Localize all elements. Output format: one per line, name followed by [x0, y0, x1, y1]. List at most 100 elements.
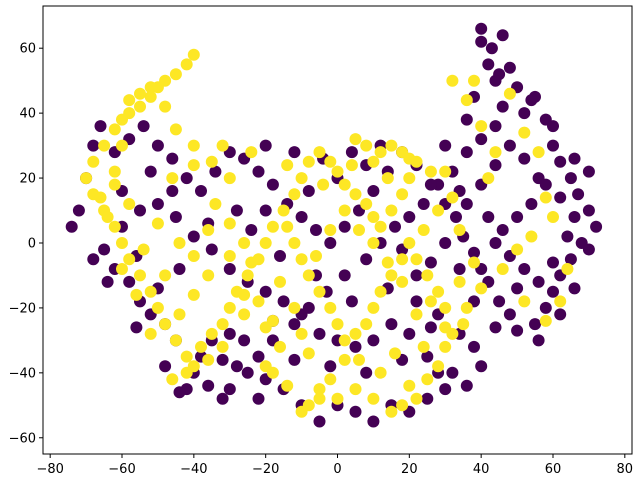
scatter-point [460, 379, 473, 392]
x-axis: −80 −60 −40 −20 0 20 40 60 80 [36, 454, 633, 477]
scatter-point [116, 113, 128, 126]
scatter-point [338, 334, 351, 347]
scatter-point [532, 334, 545, 347]
scatter-point [525, 94, 538, 107]
scatter-point [324, 237, 337, 249]
scatter-point [396, 399, 409, 412]
scatter-point [169, 68, 182, 81]
scatter-point [134, 269, 146, 282]
scatter-point [554, 191, 567, 204]
scatter-point [349, 327, 362, 340]
scatter-point [367, 415, 380, 428]
scatter-point [374, 146, 387, 159]
scatter-point [313, 285, 326, 298]
scatter-point [353, 224, 365, 236]
scatter-point [564, 253, 577, 266]
scatter-point [489, 120, 502, 133]
scatter-point [295, 327, 308, 340]
scatter-point [439, 301, 452, 314]
scatter-point [539, 314, 552, 327]
scatter-point [137, 120, 150, 133]
scatter-point [360, 139, 373, 152]
scatter-point [482, 211, 495, 223]
scatter-point [202, 224, 215, 236]
scatter-point [396, 188, 409, 201]
scatter-point [137, 243, 150, 256]
scatter-point [324, 360, 337, 373]
scatter-point [159, 318, 172, 331]
scatter-point [98, 243, 111, 256]
scatter-point [353, 353, 365, 366]
scatter-point [446, 191, 459, 204]
x-tick-label: −80 [36, 462, 63, 477]
scatter-point [151, 301, 164, 314]
scatter-point [288, 318, 301, 331]
scatter-point [482, 172, 495, 185]
scatter-point [572, 188, 585, 201]
scatter-point [134, 204, 146, 217]
scatter-point [432, 204, 445, 217]
x-tick-label: 20 [401, 462, 418, 477]
scatter-point [468, 256, 480, 269]
scatter-point [432, 360, 445, 373]
scatter-point [439, 237, 452, 249]
scatter-point [266, 178, 279, 191]
scatter-point [302, 347, 315, 360]
scatter-point [446, 74, 459, 87]
scatter-point [360, 366, 373, 379]
scatter-point [385, 204, 398, 217]
scatter-point [468, 74, 480, 87]
scatter-point [281, 379, 294, 392]
scatter-point [205, 243, 218, 256]
scatter-point [367, 185, 380, 197]
scatter-point [561, 230, 574, 243]
scatter-point [295, 405, 308, 418]
scatter-point [295, 211, 308, 223]
scatter-point [539, 178, 552, 191]
scatter-point [360, 318, 373, 331]
scatter-point [180, 172, 193, 185]
scatter-point [496, 263, 509, 275]
scatter-point [108, 178, 121, 191]
scatter-point [360, 198, 373, 210]
scatter-point [159, 269, 172, 282]
scatter-point [421, 373, 434, 386]
scatter-point [288, 301, 301, 314]
scatter-point [238, 334, 251, 347]
scatter-point [94, 191, 107, 204]
scatter-point [144, 165, 157, 178]
scatter-point [151, 198, 164, 210]
scatter-point [403, 211, 416, 223]
scatter-point [87, 155, 100, 168]
scatter-point [367, 155, 380, 168]
scatter-point [349, 133, 362, 146]
scatter-point [518, 263, 531, 275]
scatter-points-layer [65, 22, 603, 428]
scatter-point [460, 301, 473, 314]
scatter-point [424, 321, 437, 334]
scatter-point [525, 198, 538, 210]
scatter-point [123, 275, 136, 288]
scatter-point [173, 237, 186, 249]
scatter-point [503, 61, 516, 74]
scatter-point [432, 285, 445, 298]
scatter-point [72, 204, 85, 217]
scatter-point [385, 139, 398, 152]
y-tick-label: −40 [9, 366, 36, 381]
scatter-point [338, 178, 351, 191]
scatter-point [367, 211, 380, 223]
scatter-point [503, 87, 516, 100]
scatter-point [223, 383, 236, 396]
scatter-point [403, 379, 416, 392]
scatter-point [349, 405, 362, 418]
scatter-point [166, 152, 179, 165]
scatter-point [123, 94, 136, 107]
scatter-point [568, 211, 581, 223]
scatter-point [216, 353, 229, 366]
scatter-point [180, 58, 193, 71]
scatter-point [116, 139, 128, 152]
scatter-point [331, 318, 344, 331]
scatter-point [216, 318, 229, 331]
scatter-point [424, 165, 437, 178]
scatter-point [123, 253, 136, 266]
